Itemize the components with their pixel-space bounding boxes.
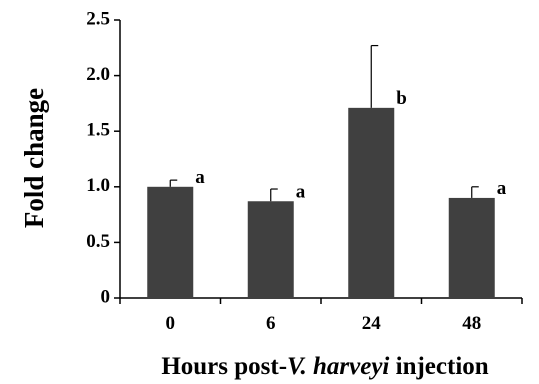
significance-label: a (195, 167, 205, 188)
y-axis-title: Fold change (19, 88, 49, 228)
x-axis-title-italic: V. harveyi (287, 353, 389, 380)
bar (448, 197, 495, 298)
bar (147, 186, 194, 298)
significance-label: a (296, 181, 306, 202)
y-tick-label: 2.0 (86, 64, 110, 85)
plot-area: 0 0.5 1.0 1.5 2.0 2.5 a 0 a 6 b 24 a 48 (86, 8, 523, 334)
x-tick-label: 0 (166, 313, 176, 334)
y-tick-label: 2.5 (86, 8, 110, 29)
significance-label: a (497, 178, 507, 199)
x-tick-label: 48 (462, 313, 481, 334)
bar (348, 107, 395, 299)
x-axis-title-prefix: Hours post- (161, 353, 287, 380)
x-axis-title-suffix: injection (389, 353, 488, 380)
x-tick-label: 6 (266, 313, 276, 334)
y-tick-label: 1.5 (86, 120, 110, 141)
y-tick-label: 1.0 (86, 175, 110, 196)
y-tick-label: 0.5 (86, 231, 110, 252)
y-tick-label: 0 (101, 286, 111, 307)
significance-label: b (396, 88, 407, 109)
x-tick-label: 24 (362, 313, 382, 334)
x-axis-title: Hours post-V. harveyi injection (161, 353, 488, 380)
bar (247, 201, 294, 298)
